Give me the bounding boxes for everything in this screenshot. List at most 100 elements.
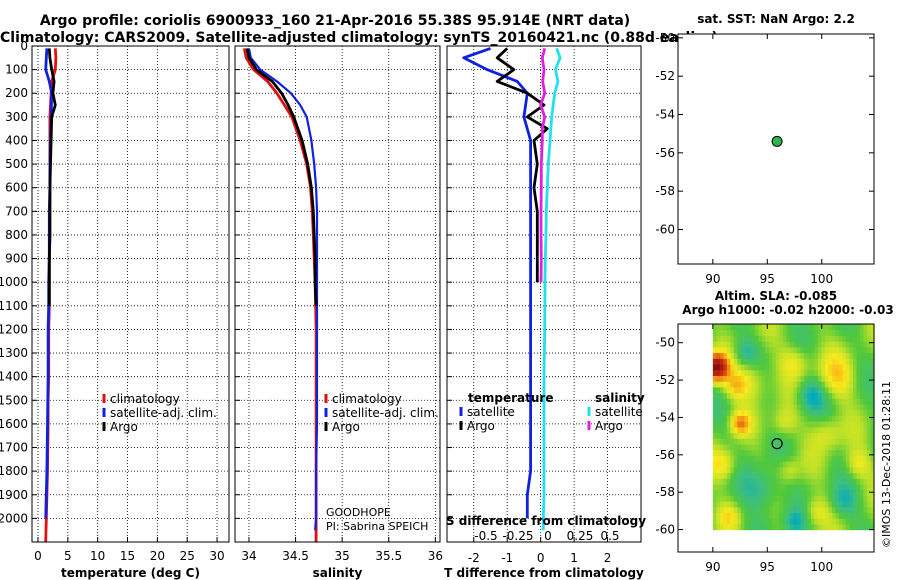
heatmap-cell bbox=[789, 432, 795, 439]
heatmap-cell bbox=[733, 512, 738, 519]
heatmap-cell bbox=[761, 335, 766, 342]
heatmap-cell bbox=[754, 375, 759, 382]
heatmap-cell bbox=[814, 358, 819, 365]
heatmap-cell bbox=[786, 518, 791, 525]
heatmap-cell bbox=[863, 392, 868, 399]
heatmap-cell bbox=[765, 455, 770, 462]
heatmap-cell bbox=[821, 398, 826, 405]
heatmap-cell bbox=[765, 335, 770, 342]
heatmap-cell bbox=[754, 432, 759, 439]
heatmap-cell bbox=[758, 369, 763, 376]
heatmap-cell bbox=[859, 352, 865, 359]
heatmap-cell bbox=[772, 438, 777, 445]
heatmap-cell bbox=[817, 506, 823, 514]
heatmap-cell bbox=[751, 398, 756, 405]
heatmap-cell bbox=[849, 489, 854, 496]
heatmap-cell bbox=[859, 369, 865, 376]
heatmap-cell bbox=[733, 341, 738, 348]
heatmap-cell bbox=[723, 369, 728, 376]
heatmap-cell bbox=[845, 432, 851, 439]
heatmap-cell bbox=[810, 421, 816, 428]
heatmap-cell bbox=[768, 483, 773, 491]
heatmap-cell bbox=[800, 438, 805, 445]
x-tick-label: 36 bbox=[428, 549, 443, 563]
heatmap-cell bbox=[754, 438, 759, 445]
heatmap-cell bbox=[807, 358, 812, 365]
heatmap-cell bbox=[751, 358, 756, 365]
heatmap-cell bbox=[842, 398, 847, 405]
heatmap-cell bbox=[863, 512, 868, 519]
heatmap-cell bbox=[800, 472, 805, 479]
heatmap-cell bbox=[754, 341, 759, 348]
heatmap-cell bbox=[765, 403, 770, 411]
heatmap-cell bbox=[726, 461, 731, 468]
heatmap-cell bbox=[838, 483, 844, 491]
heatmap-cell bbox=[779, 426, 784, 434]
heatmap-cell bbox=[772, 398, 777, 405]
heatmap-cell bbox=[733, 472, 738, 479]
y-tick-label: 1800 bbox=[0, 464, 28, 478]
heatmap-cell bbox=[866, 352, 872, 359]
heatmap-cell bbox=[856, 449, 861, 456]
heatmap-cell bbox=[803, 455, 809, 462]
heatmap-cell bbox=[723, 432, 728, 439]
heatmap-cell bbox=[737, 432, 742, 439]
heatmap-cell bbox=[775, 358, 781, 365]
heatmap-cell bbox=[740, 324, 745, 331]
heatmap-cell bbox=[824, 443, 830, 451]
legend-label: climatology bbox=[332, 392, 402, 406]
heatmap-cell bbox=[803, 432, 809, 439]
heatmap-cell bbox=[852, 438, 858, 445]
heatmap-cell bbox=[870, 415, 875, 422]
heatmap-cell bbox=[716, 478, 721, 485]
heatmap-cell bbox=[772, 403, 777, 411]
heatmap-cell bbox=[761, 324, 766, 331]
heatmap-cell bbox=[849, 358, 854, 365]
heatmap-cell bbox=[849, 341, 854, 348]
heatmap-cell bbox=[824, 381, 830, 388]
heatmap-cell bbox=[740, 438, 745, 445]
heatmap-cell bbox=[758, 461, 763, 468]
heatmap-cell bbox=[800, 381, 805, 388]
heatmap-cell bbox=[849, 472, 854, 479]
heatmap-cell bbox=[761, 512, 766, 519]
heatmap-cell bbox=[719, 341, 724, 348]
heatmap-cell bbox=[782, 518, 788, 525]
heatmap-cell bbox=[842, 432, 847, 439]
heatmap-cell bbox=[782, 324, 788, 331]
heatmap-cell bbox=[793, 472, 798, 479]
heatmap-cell bbox=[747, 403, 752, 411]
heatmap-cell bbox=[866, 495, 872, 502]
heatmap-cell bbox=[859, 403, 865, 411]
heatmap-cell bbox=[793, 421, 798, 428]
heatmap-cell bbox=[845, 369, 851, 376]
heatmap-cell bbox=[716, 438, 721, 445]
heatmap-cell bbox=[817, 358, 823, 365]
heatmap-cell bbox=[744, 483, 749, 491]
heatmap-cell bbox=[789, 409, 795, 416]
sst-map: 90 95 100-50-52-54-56-58-60 bbox=[655, 31, 875, 286]
heatmap-cell bbox=[824, 352, 830, 359]
heatmap-cell bbox=[793, 501, 798, 508]
heatmap-cell bbox=[859, 438, 865, 445]
heatmap-cell bbox=[817, 341, 823, 348]
heatmap-cell bbox=[856, 398, 861, 405]
heatmap-cell bbox=[733, 415, 738, 422]
heatmap-cell bbox=[730, 398, 735, 405]
heatmap-cell bbox=[814, 489, 819, 496]
x-tick-label: 25 bbox=[180, 549, 195, 563]
heatmap-cell bbox=[828, 478, 833, 485]
heatmap-cell bbox=[859, 466, 865, 474]
heatmap-cell bbox=[786, 506, 791, 514]
heatmap-cell bbox=[845, 466, 851, 474]
heatmap-cell bbox=[744, 501, 749, 508]
heatmap-cell bbox=[810, 512, 816, 519]
heatmap-cell bbox=[737, 501, 742, 508]
heatmap-cell bbox=[740, 512, 745, 519]
heatmap-cell bbox=[751, 449, 756, 456]
y-tick-label: -50 bbox=[655, 336, 675, 350]
heatmap-cell bbox=[821, 455, 826, 462]
heatmap-cell bbox=[758, 523, 763, 531]
heatmap-cell bbox=[726, 341, 731, 348]
